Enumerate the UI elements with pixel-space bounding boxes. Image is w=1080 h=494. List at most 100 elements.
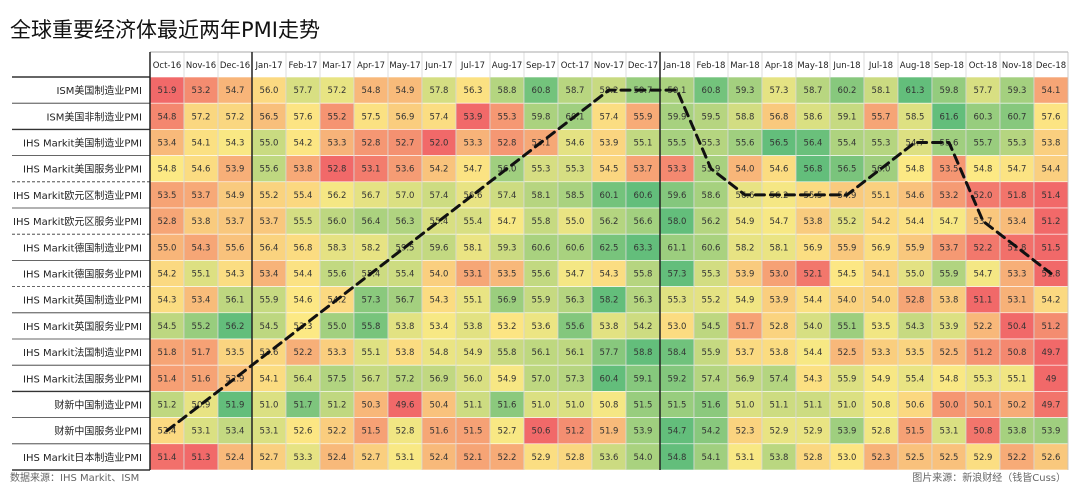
cell-value: 55.4 (430, 217, 449, 227)
heatmap-cell (829, 260, 865, 287)
cell-value: 56.2 (600, 217, 619, 227)
cell-value: 61.1 (668, 243, 687, 253)
heatmap-cell (251, 129, 287, 156)
cell-value: 59.3 (1008, 86, 1027, 96)
cell-value: 54.4 (804, 348, 823, 358)
column-header: Feb-18 (697, 61, 726, 71)
cell-value: 54.2 (702, 427, 721, 437)
cell-value: 55.6 (532, 270, 551, 280)
cell-value: 50.4 (1008, 322, 1027, 332)
heatmap-cell (625, 312, 661, 340)
cell-value: 54.1 (260, 374, 279, 384)
column-header: Apr-18 (765, 61, 793, 71)
heatmap-cell (149, 76, 185, 104)
cell-value: 54.8 (940, 374, 959, 384)
cell-value: 51.2 (974, 348, 993, 358)
cell-value: 50.6 (906, 401, 925, 411)
cell-value: 51.8 (1008, 243, 1027, 253)
heatmap-cell (863, 286, 899, 314)
cell-value: 58.1 (464, 243, 483, 253)
cell-value: 51.8 (158, 348, 177, 358)
cell-value: 54.2 (158, 270, 177, 280)
cell-value: 53.2 (192, 86, 211, 96)
heatmap-cell (1033, 181, 1069, 209)
heatmap-cell (761, 260, 797, 287)
cell-value: 60.1 (600, 191, 619, 201)
cell-value: 60.6 (532, 243, 551, 253)
cell-value: 53.7 (974, 217, 993, 227)
heatmap-cell (489, 312, 525, 340)
cell-value: 55.0 (328, 322, 347, 332)
cell-value: 51.2 (158, 401, 177, 411)
cell-value: 56.9 (872, 243, 891, 253)
cell-value: 56.3 (634, 296, 653, 306)
cell-value: 58.3 (328, 243, 347, 253)
heatmap-cell (625, 102, 661, 130)
cell-value: 53.3 (872, 348, 891, 358)
row-label: IHS Markit法国服务业PMI (23, 372, 142, 385)
cell-value: 51.1 (804, 401, 823, 411)
cell-value: 52.2 (294, 348, 313, 358)
heatmap-cell (183, 233, 219, 261)
heatmap-cell (251, 312, 287, 340)
cell-value: 53.8 (804, 217, 823, 227)
cell-value: 53.3 (328, 139, 347, 149)
cell-value: 57.0 (396, 191, 415, 201)
heatmap-cell (557, 286, 593, 314)
heatmap-cell (693, 364, 729, 392)
cell-value: 51.0 (838, 401, 857, 411)
heatmap-cell (217, 443, 253, 471)
heatmap-cell (795, 76, 831, 104)
cell-value: 53.9 (1042, 427, 1061, 437)
heatmap-cell (387, 207, 423, 235)
heatmap-cell (251, 233, 287, 261)
heatmap-cell (727, 207, 763, 235)
heatmap-cell (863, 364, 899, 392)
cell-value: 53.8 (396, 322, 415, 332)
heatmap-cell (625, 443, 661, 471)
cell-value: 55.4 (464, 217, 483, 227)
column-header: Jun-17 (424, 61, 452, 71)
cell-value: 55.1 (362, 348, 381, 358)
heatmap-cell (625, 338, 661, 366)
cell-value: 55.4 (396, 270, 415, 280)
cell-value: 52.8 (362, 139, 381, 149)
cell-value: 54.8 (668, 453, 687, 463)
cell-value: 60.6 (566, 243, 585, 253)
heatmap-cell (421, 129, 457, 156)
cell-value: 52.8 (158, 217, 177, 227)
heatmap-cell (1033, 286, 1069, 314)
cell-value: 52.5 (940, 453, 959, 463)
cell-value: 50.1 (974, 401, 993, 411)
cell-value: 55.9 (260, 296, 279, 306)
cell-value: 60.6 (702, 243, 721, 253)
cell-value: 54.8 (906, 165, 925, 175)
heatmap-cell (965, 129, 1001, 156)
cell-value: 54.6 (192, 165, 211, 175)
cell-value: 53.5 (872, 322, 891, 332)
cell-value: 51.4 (1042, 191, 1061, 201)
cell-value: 53.5 (158, 191, 177, 201)
heatmap-cell (251, 417, 287, 445)
cell-value: 53.9 (940, 322, 959, 332)
heatmap-cell (999, 417, 1035, 445)
cell-value: 52.8 (328, 165, 347, 175)
cell-value: 53.9 (226, 165, 245, 175)
cell-value: 50.8 (1008, 348, 1027, 358)
cell-value: 57.6 (294, 112, 313, 122)
cell-value: 52.9 (532, 453, 551, 463)
cell-value: 51.2 (566, 427, 585, 437)
cell-value: 58.5 (906, 112, 925, 122)
cell-value: 54.7 (974, 270, 993, 280)
cell-value: 57.5 (328, 374, 347, 384)
cell-value: 52.4 (226, 453, 245, 463)
cell-value: 51.0 (566, 401, 585, 411)
heatmap-cell (591, 181, 627, 209)
heatmap-cell (727, 260, 763, 287)
heatmap-cell (863, 102, 899, 130)
cell-value: 52.7 (396, 139, 415, 149)
cell-value: 50.6 (532, 427, 551, 437)
heatmap-cell (965, 391, 1001, 418)
cell-value: 52.3 (736, 427, 755, 437)
